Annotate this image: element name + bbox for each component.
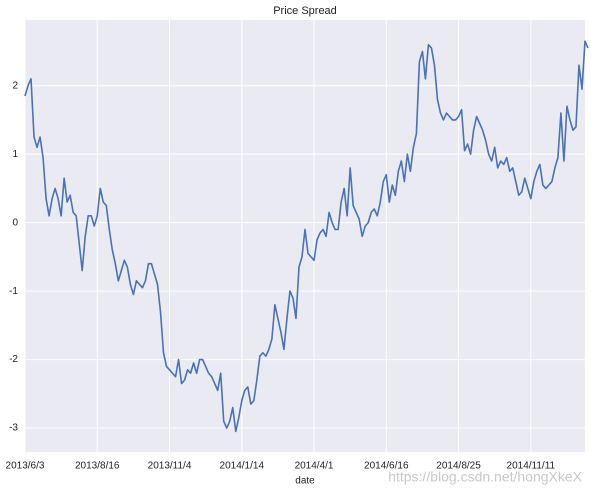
x-tick-label: 2014/4/1 [295, 461, 334, 472]
x-tick-label: 2014/1/14 [220, 461, 265, 472]
x-tick-label: 2014/6/16 [364, 461, 409, 472]
data-line [24, 40, 589, 433]
x-tick-label: 2014/11/11 [507, 461, 556, 472]
watermark: https://blog.csdn.net/hongXkeX [388, 469, 582, 485]
y-tick-label: -3 [9, 423, 18, 434]
y-tick-label: -1 [9, 286, 18, 297]
y-tick-label: -2 [9, 354, 18, 365]
x-tick-label: 2013/8/16 [75, 461, 120, 472]
y-tick-label: 0 [12, 217, 18, 228]
x-tick-label: 2013/11/4 [148, 461, 192, 472]
x-tick-label: 2013/6/3 [6, 461, 45, 472]
x-tick-label: 2014/8/25 [436, 461, 481, 472]
chart-title: Price Spread [273, 5, 337, 17]
y-tick-label: 2 [12, 80, 18, 91]
x-axis-label: date [295, 476, 315, 487]
y-tick-label: 1 [12, 149, 18, 160]
